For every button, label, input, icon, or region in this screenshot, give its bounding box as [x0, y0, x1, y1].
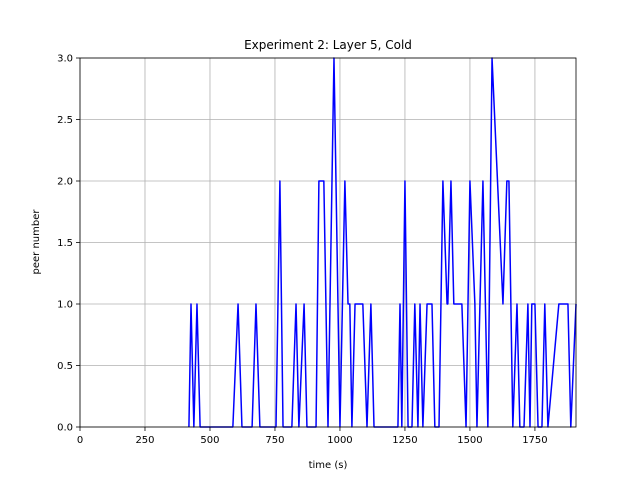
x-tick-label: 0 — [77, 435, 83, 446]
y-tick-label: 2.5 — [57, 115, 73, 126]
chart-title: Experiment 2: Layer 5, Cold — [244, 38, 412, 52]
y-tick-label: 1.0 — [57, 300, 73, 311]
x-tick-label: 1750 — [522, 435, 547, 446]
grid — [79, 57, 576, 428]
y-tick-label: 3.0 — [57, 54, 73, 65]
x-tick-label: 1000 — [327, 435, 352, 446]
x-axis-label: time (s) — [309, 460, 348, 471]
y-tick-label: 0.5 — [57, 361, 73, 372]
ticks: 0 250 500 750 1000 1250 1500 1750 0.0 0.5 1.0 1.5 2.… — [57, 54, 548, 447]
x-tick-label: 250 — [135, 435, 154, 446]
x-tick-label: 750 — [265, 435, 284, 446]
x-tick-label: 500 — [200, 435, 219, 446]
x-tick-label: 1250 — [392, 435, 417, 446]
y-tick-label: 2.0 — [57, 177, 73, 188]
y-axis-label: peer number — [31, 209, 42, 275]
x-tick-label: 1500 — [457, 435, 482, 446]
y-tick-label: 1.5 — [57, 238, 73, 249]
y-tick-label: 0.0 — [57, 423, 73, 434]
